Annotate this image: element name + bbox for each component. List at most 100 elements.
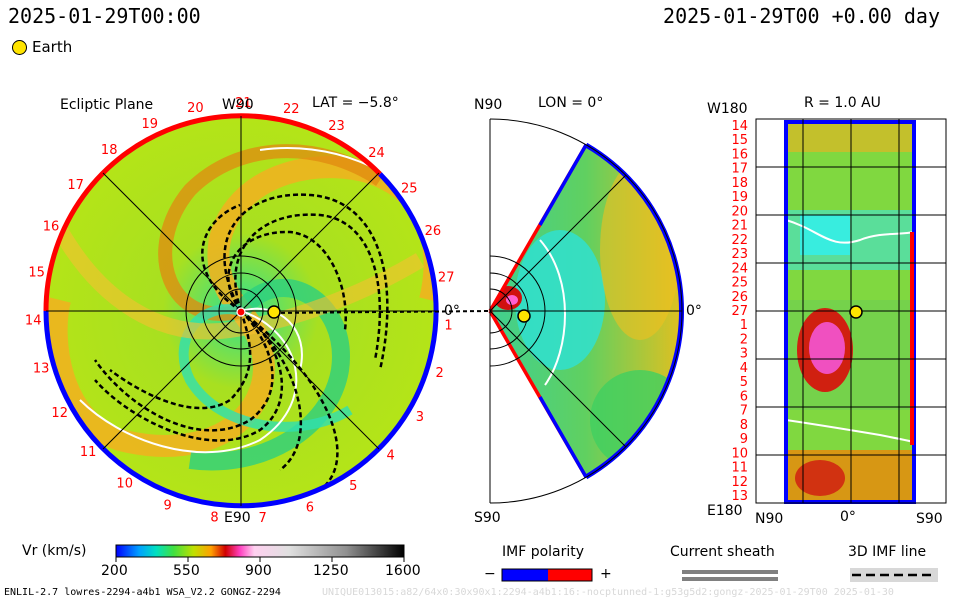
imf-line-3 bbox=[223, 193, 389, 371]
sphere-rotation-21: 21 bbox=[731, 219, 748, 234]
ecliptic-bottom-label: E90 bbox=[224, 510, 251, 526]
rotation-number-12: 12 bbox=[51, 406, 68, 421]
imf-line-title: 3D IMF line bbox=[848, 544, 927, 560]
footer-model-info: ENLIL-2.7 lowres-2294-a4b1 WSA_V2.2 GONG… bbox=[4, 587, 281, 598]
ecliptic-sector-red bbox=[43, 113, 382, 312]
earth-connector-line bbox=[273, 310, 491, 314]
imf-line-5 bbox=[94, 309, 284, 442]
sphere-rotation-4: 4 bbox=[740, 361, 748, 376]
rotation-number-5: 5 bbox=[349, 479, 357, 494]
current-sheath-meridional bbox=[539, 239, 566, 386]
sphere-rotation-11: 11 bbox=[731, 461, 748, 476]
sphere-rotation-7: 7 bbox=[740, 404, 748, 419]
imf-line-2 bbox=[227, 230, 347, 331]
sphere-rotation-3: 3 bbox=[740, 347, 748, 362]
sphere-rotation-5: 5 bbox=[740, 375, 748, 390]
sphere-rotation-16: 16 bbox=[731, 148, 748, 163]
rotation-number-22: 22 bbox=[283, 102, 300, 117]
imf-line-8 bbox=[240, 310, 339, 491]
rotation-number-4: 4 bbox=[386, 449, 394, 464]
sphere-rotation-27: 27 bbox=[731, 304, 748, 319]
sphere-rotation-20: 20 bbox=[731, 204, 748, 219]
rotation-number-24: 24 bbox=[368, 146, 385, 161]
vr-tick-1600: 1600 bbox=[385, 563, 421, 579]
rotation-number-8: 8 bbox=[210, 510, 218, 525]
meridional-lon-label: LON = 0° bbox=[538, 95, 604, 111]
footer-run-id: UNIQUE013015:a82/64x0:30x90x1:2294-a4b1:… bbox=[322, 587, 894, 598]
sphere-rotation-23: 23 bbox=[731, 247, 748, 262]
vr-colorbar bbox=[115, 544, 405, 558]
rotation-number-13: 13 bbox=[33, 361, 50, 376]
sphere-rotation-19: 19 bbox=[731, 190, 748, 205]
rotation-number-10: 10 bbox=[116, 476, 133, 491]
rotation-number-20: 20 bbox=[187, 101, 204, 116]
sun-marker bbox=[236, 307, 246, 317]
ecliptic-sector-blue bbox=[43, 172, 439, 509]
rotation-number-23: 23 bbox=[328, 119, 345, 134]
sphere-x-label-s90: S90 bbox=[916, 511, 943, 527]
vr-tick-900: 900 bbox=[245, 563, 272, 579]
rotation-number-3: 3 bbox=[416, 410, 424, 425]
sphere-rotation-22: 22 bbox=[731, 233, 748, 248]
rotation-number-11: 11 bbox=[80, 445, 97, 460]
rotation-number-21: 21 bbox=[235, 96, 252, 111]
current-sheath-swatch-1 bbox=[682, 570, 778, 574]
vr-tick-200: 200 bbox=[101, 563, 128, 579]
rotation-number-1: 1 bbox=[444, 319, 452, 334]
sphere-rotation-labels: 1415161718192021222324252627123456789101… bbox=[731, 119, 748, 504]
imf-polarity-plus: + bbox=[600, 566, 612, 582]
sphere-rotation-12: 12 bbox=[731, 475, 748, 490]
rotation-number-18: 18 bbox=[101, 143, 118, 158]
earth-legend-label: Earth bbox=[32, 38, 73, 56]
sphere-rotation-26: 26 bbox=[731, 290, 748, 305]
current-sheath-sphere-2 bbox=[785, 419, 915, 443]
sphere-x-label-n90: N90 bbox=[755, 511, 784, 527]
right-timestamp: 2025-01-29T00 +0.00 day bbox=[663, 4, 940, 28]
rotation-number-14: 14 bbox=[25, 314, 42, 329]
sphere-rotation-24: 24 bbox=[731, 261, 748, 276]
rotation-number-19: 19 bbox=[142, 117, 159, 132]
rotation-number-2: 2 bbox=[435, 366, 443, 381]
current-sheath-swatch-2 bbox=[682, 577, 778, 581]
sphere-rotation-17: 17 bbox=[731, 162, 748, 177]
current-sheath-ecliptic-1 bbox=[79, 310, 298, 454]
spiral-band-4 bbox=[188, 279, 350, 471]
meridional-top-label: N90 bbox=[474, 97, 503, 113]
sphere-rotation-13: 13 bbox=[731, 489, 748, 504]
rotation-number-15: 15 bbox=[28, 266, 45, 281]
current-sheath-title: Current sheath bbox=[670, 544, 775, 560]
rotation-number-7: 7 bbox=[259, 511, 267, 526]
imf-polarity-negative-swatch bbox=[502, 569, 548, 581]
sphere-rotation-1: 1 bbox=[740, 318, 748, 333]
ecliptic-zero-label: 0° bbox=[444, 303, 460, 319]
rotation-number-9: 9 bbox=[163, 499, 171, 514]
sphere-rotation-6: 6 bbox=[740, 389, 748, 404]
ecliptic-title: Ecliptic Plane bbox=[60, 97, 154, 113]
imf-polarity-minus: − bbox=[484, 566, 496, 582]
vr-tick-550: 550 bbox=[173, 563, 200, 579]
meridional-plane-panel bbox=[488, 118, 684, 504]
rotation-number-25: 25 bbox=[401, 182, 418, 197]
current-sheath-ecliptic-3 bbox=[240, 307, 303, 371]
rotation-number-6: 6 bbox=[306, 500, 314, 515]
sphere-bottom-left-label: E180 bbox=[707, 503, 743, 519]
sphere-top-left-label: W180 bbox=[707, 101, 748, 117]
meridional-bottom-label: S90 bbox=[474, 510, 501, 526]
rotation-number-16: 16 bbox=[43, 219, 60, 234]
earth-marker-sphere bbox=[849, 305, 863, 319]
sphere-x-label-0: 0° bbox=[840, 509, 856, 525]
sphere-rotation-15: 15 bbox=[731, 133, 748, 148]
ecliptic-lat-label: LAT = −5.8° bbox=[312, 95, 399, 111]
spiral-band-3 bbox=[158, 144, 384, 321]
imf-polarity-title: IMF polarity bbox=[502, 544, 585, 560]
imf-line-4 bbox=[93, 310, 274, 432]
sphere-map-panel: 1415161718192021222324252627123456789101… bbox=[731, 118, 947, 504]
ecliptic-top-label: W90 bbox=[222, 97, 254, 113]
earth-legend-icon bbox=[12, 40, 27, 55]
sphere-rotation-10: 10 bbox=[731, 446, 748, 461]
meridional-grid bbox=[489, 118, 683, 504]
rotation-number-27: 27 bbox=[438, 270, 455, 285]
sphere-rotation-18: 18 bbox=[731, 176, 748, 191]
vr-tick-1250: 1250 bbox=[313, 563, 349, 579]
